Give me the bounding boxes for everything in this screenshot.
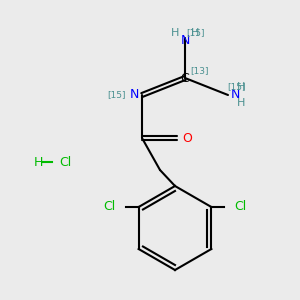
- Text: C: C: [181, 71, 189, 85]
- Text: Cl: Cl: [103, 200, 116, 214]
- Text: N: N: [130, 88, 139, 101]
- Text: H: H: [237, 98, 245, 108]
- Text: [15]: [15]: [186, 28, 205, 38]
- Text: [13]: [13]: [190, 67, 208, 76]
- Text: H: H: [191, 28, 199, 38]
- Text: Cl: Cl: [59, 155, 71, 169]
- Text: H: H: [171, 28, 179, 38]
- Text: [15]: [15]: [227, 82, 245, 91]
- Text: Cl: Cl: [234, 200, 247, 214]
- Text: H: H: [33, 155, 43, 169]
- Text: H: H: [237, 82, 245, 92]
- Text: N: N: [180, 34, 190, 46]
- Text: O: O: [182, 133, 192, 146]
- Text: [15]: [15]: [107, 91, 126, 100]
- Text: N: N: [231, 88, 240, 101]
